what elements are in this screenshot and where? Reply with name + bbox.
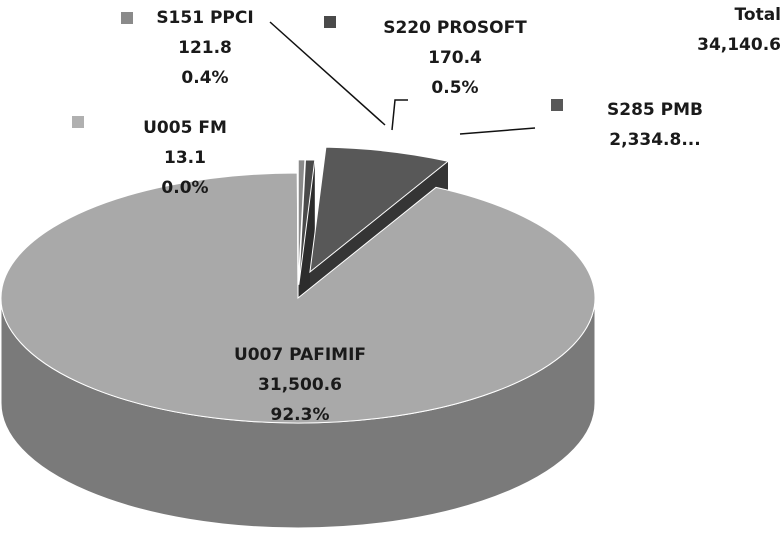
total-label: Total (735, 5, 781, 25)
value-label: 121.8 (178, 38, 232, 58)
category-label: S285 PMB (607, 100, 703, 120)
category-label: U005 FM (143, 118, 227, 138)
category-label: S220 PROSOFT (383, 18, 527, 38)
percent-label: 0.4% (181, 68, 228, 88)
total-value: 34,140.6 (697, 35, 781, 55)
value-label: 13.1 (164, 148, 206, 168)
slice (309, 146, 450, 274)
category-label: S151 PPCI (156, 8, 253, 28)
value-label: 170.4 (428, 48, 482, 68)
legend-marker (551, 99, 563, 111)
slice (298, 159, 316, 285)
value-label: 2,334.8... (609, 130, 700, 150)
leader-line (459, 127, 536, 135)
leader-line (391, 99, 408, 131)
value-label: 31,500.6 (258, 375, 342, 395)
slice (296, 161, 299, 288)
slice (297, 159, 306, 285)
percent-label: 0.5% (431, 78, 478, 98)
legend-marker (72, 116, 84, 128)
category-label: U007 PAFIMIF (234, 345, 366, 365)
leader-line (269, 21, 386, 126)
slice (0, 172, 596, 424)
percent-label: 92.3% (271, 405, 330, 425)
percent-label: 0.0% (161, 178, 208, 198)
legend-marker (121, 12, 133, 24)
legend-marker (324, 16, 336, 28)
